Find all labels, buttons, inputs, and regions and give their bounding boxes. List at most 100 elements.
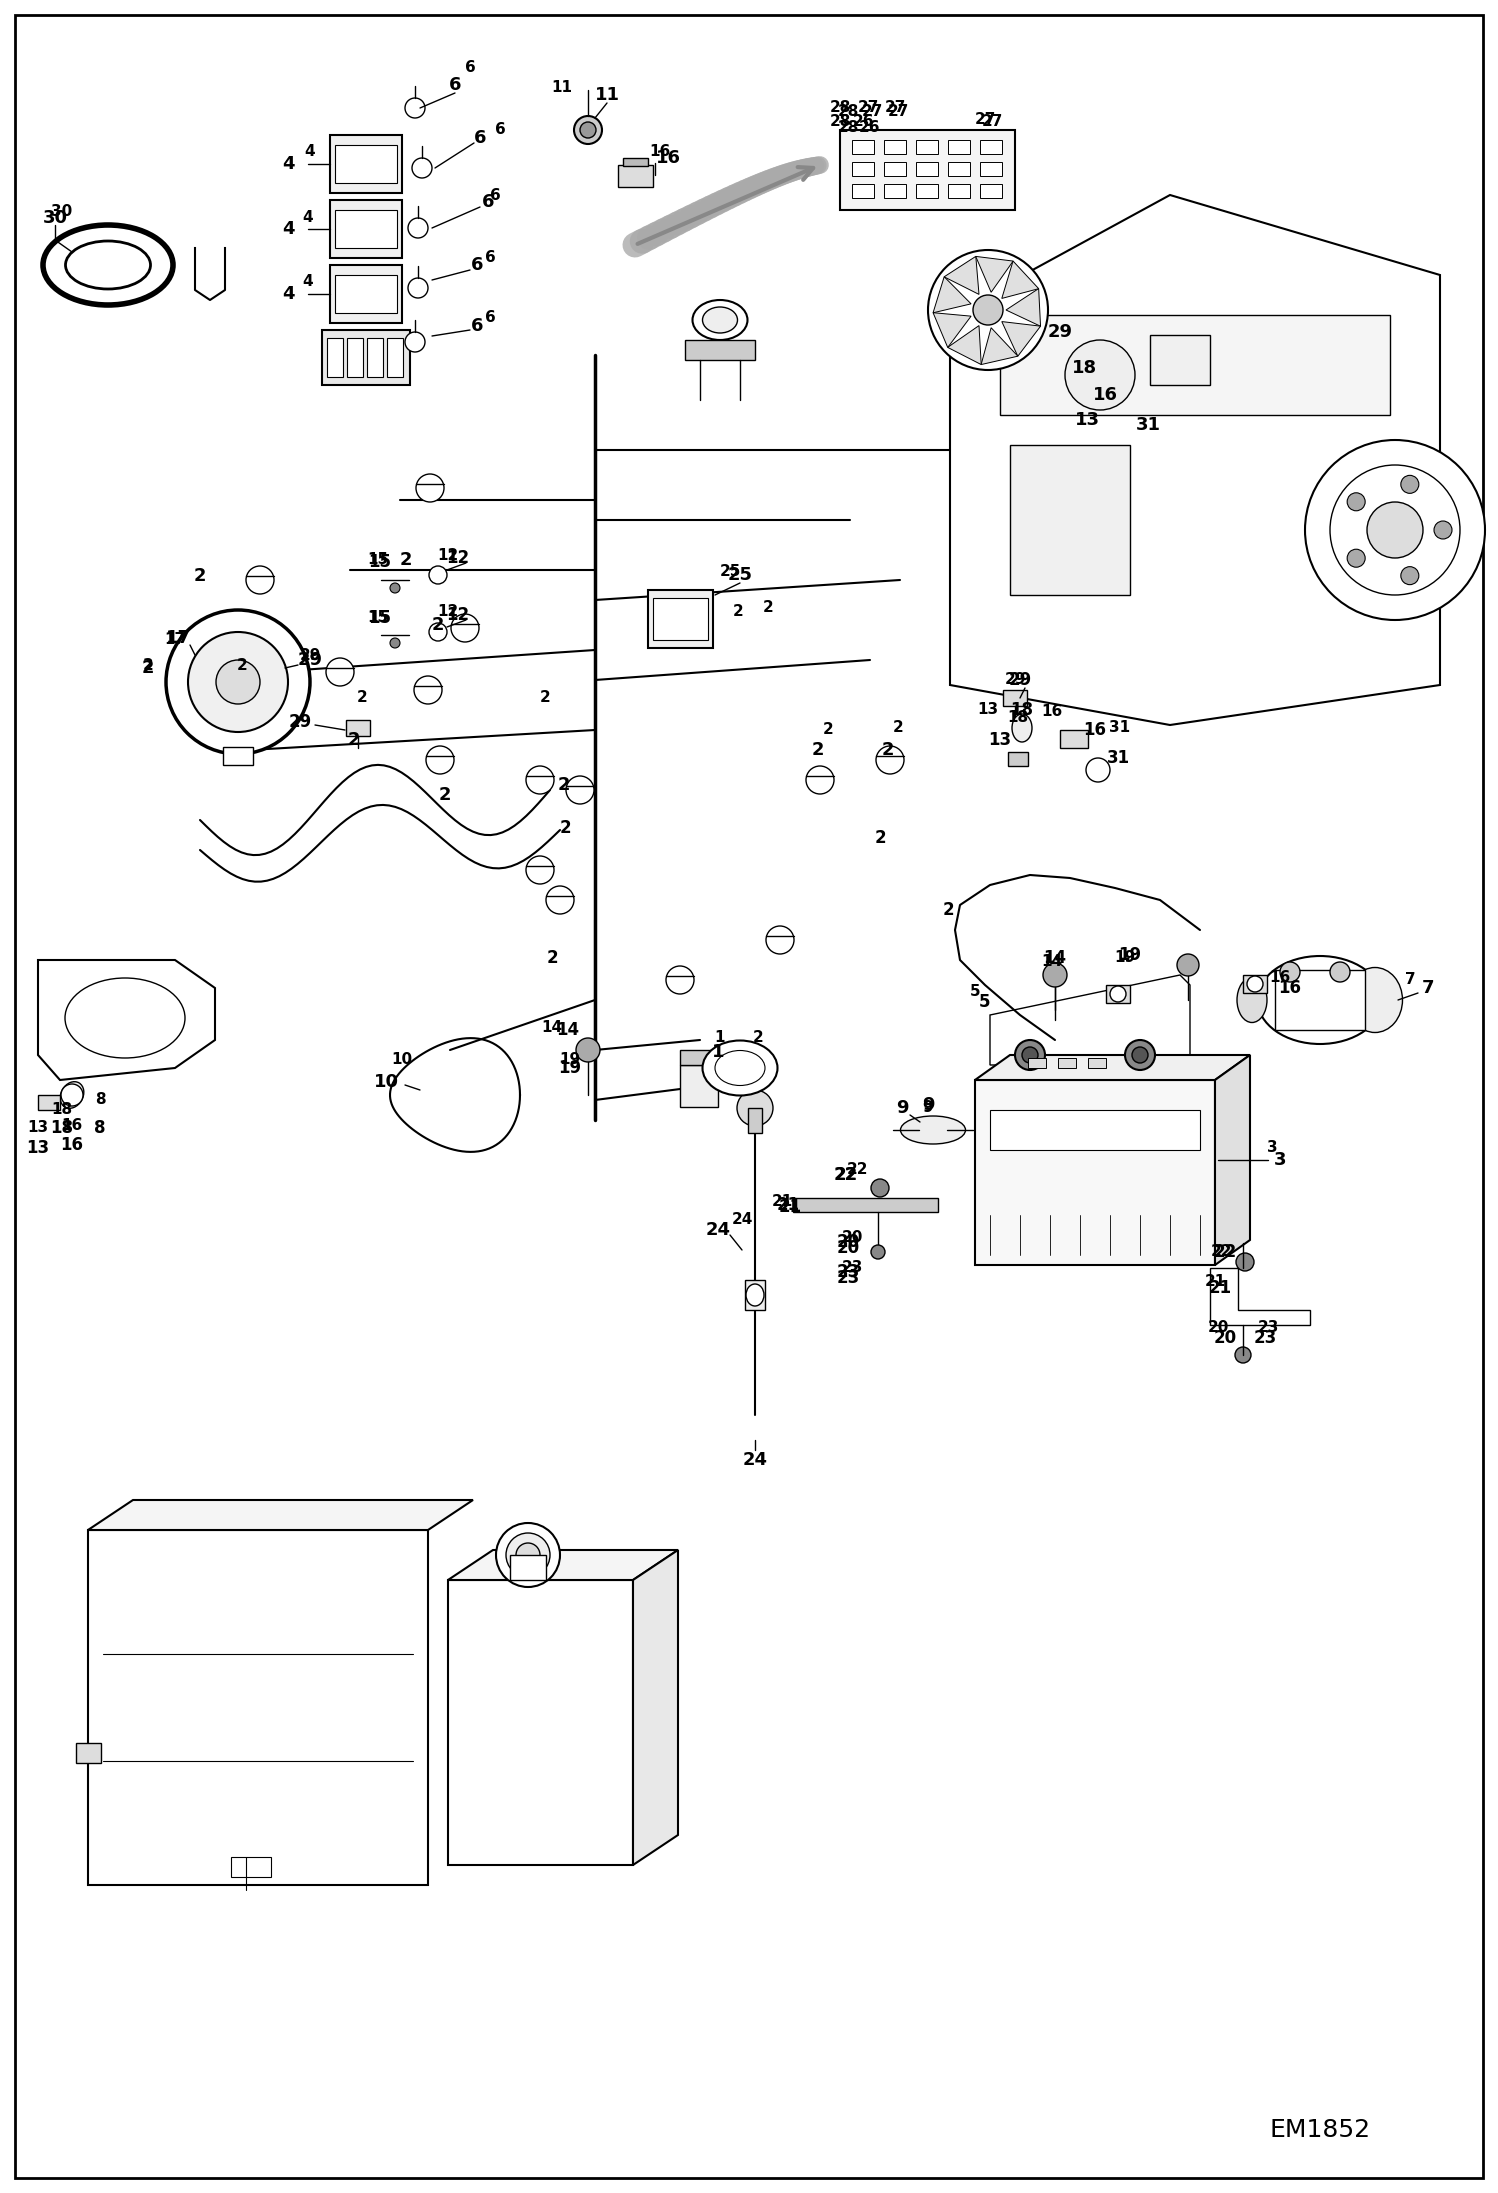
Text: 11: 11 [595, 86, 620, 103]
Circle shape [246, 566, 274, 594]
Text: 12: 12 [437, 548, 458, 561]
Circle shape [1434, 522, 1452, 539]
Text: 17: 17 [165, 632, 186, 647]
Text: 16: 16 [1269, 971, 1291, 985]
Bar [330, 265, 401, 322]
Circle shape [1177, 954, 1198, 976]
Circle shape [1330, 963, 1350, 982]
Text: 22: 22 [1212, 1243, 1233, 1259]
Text: 26: 26 [860, 121, 881, 136]
Text: 18: 18 [1011, 702, 1034, 719]
Ellipse shape [1257, 956, 1383, 1044]
Bar [76, 1743, 100, 1763]
Text: 30: 30 [51, 204, 72, 219]
Circle shape [61, 1083, 82, 1105]
Circle shape [1043, 963, 1067, 987]
Text: 14: 14 [1041, 954, 1062, 969]
Text: 24: 24 [731, 1213, 752, 1228]
Text: 31: 31 [1135, 417, 1161, 434]
Text: 6: 6 [485, 250, 496, 265]
Text: 6: 6 [470, 318, 484, 336]
Text: 28: 28 [830, 114, 851, 129]
Bar [1004, 691, 1028, 706]
Text: 22: 22 [848, 1162, 869, 1178]
Bar [948, 184, 971, 197]
Circle shape [1347, 548, 1365, 568]
Circle shape [389, 583, 400, 592]
Bar [1028, 1057, 1046, 1068]
Bar [884, 140, 906, 154]
Text: 25: 25 [728, 566, 752, 583]
Ellipse shape [66, 241, 150, 289]
Circle shape [428, 623, 446, 640]
Polygon shape [975, 257, 1013, 292]
Text: 13: 13 [977, 702, 999, 717]
Bar [840, 129, 1016, 211]
Circle shape [515, 1544, 539, 1568]
Text: 2: 2 [875, 829, 885, 846]
Text: 27: 27 [884, 101, 906, 116]
Bar [619, 164, 653, 186]
Bar [975, 1079, 1215, 1265]
Text: 21: 21 [776, 1195, 800, 1215]
Bar [1106, 985, 1129, 1002]
Polygon shape [1210, 1268, 1309, 1325]
Text: 30: 30 [42, 208, 67, 228]
Bar [448, 1579, 634, 1864]
Text: 12: 12 [437, 605, 458, 618]
Text: 28: 28 [837, 105, 858, 118]
Bar [1001, 316, 1390, 414]
Text: 12: 12 [446, 605, 469, 625]
Text: 6: 6 [485, 311, 496, 325]
Circle shape [806, 765, 834, 794]
Circle shape [765, 925, 794, 954]
Text: 4: 4 [282, 285, 294, 303]
Bar [336, 145, 397, 182]
Text: 18: 18 [51, 1118, 73, 1136]
Text: 2: 2 [357, 691, 367, 706]
Text: 13: 13 [27, 1138, 49, 1158]
Circle shape [216, 660, 261, 704]
Text: 29: 29 [1047, 322, 1073, 340]
Text: 2: 2 [547, 950, 557, 967]
Text: 9: 9 [921, 1096, 935, 1114]
Ellipse shape [1237, 978, 1267, 1022]
Text: 24: 24 [743, 1452, 767, 1469]
Text: 16: 16 [1092, 386, 1118, 404]
Bar [37, 1094, 60, 1110]
Text: 2: 2 [431, 616, 445, 634]
Bar [1061, 730, 1088, 748]
Text: 4: 4 [303, 211, 313, 224]
Circle shape [451, 614, 479, 643]
Bar [792, 1197, 938, 1213]
Bar [980, 162, 1002, 175]
Text: 4: 4 [304, 145, 315, 160]
Circle shape [1401, 566, 1419, 586]
Text: 14: 14 [1044, 950, 1067, 967]
Circle shape [428, 566, 446, 583]
Bar [88, 1531, 428, 1886]
Text: 2: 2 [822, 721, 833, 737]
Text: 22: 22 [834, 1167, 858, 1184]
Text: 6: 6 [464, 61, 475, 75]
Text: 2: 2 [142, 658, 153, 673]
Polygon shape [981, 327, 1017, 364]
Text: 2: 2 [942, 901, 954, 919]
Bar [1243, 976, 1267, 993]
Polygon shape [950, 195, 1440, 726]
Text: 2: 2 [557, 776, 571, 794]
Polygon shape [448, 1550, 679, 1579]
Circle shape [870, 1180, 888, 1197]
Circle shape [1132, 1046, 1147, 1064]
Bar [1275, 969, 1365, 1031]
Bar [231, 1857, 271, 1877]
Text: 6: 6 [449, 77, 461, 94]
Bar [346, 719, 370, 737]
Text: 27: 27 [887, 105, 909, 118]
Text: 3: 3 [1273, 1151, 1287, 1169]
Circle shape [876, 746, 903, 774]
Text: 5: 5 [980, 993, 990, 1011]
Text: 7: 7 [1422, 978, 1434, 998]
Text: 17: 17 [165, 629, 190, 647]
Circle shape [526, 765, 554, 794]
